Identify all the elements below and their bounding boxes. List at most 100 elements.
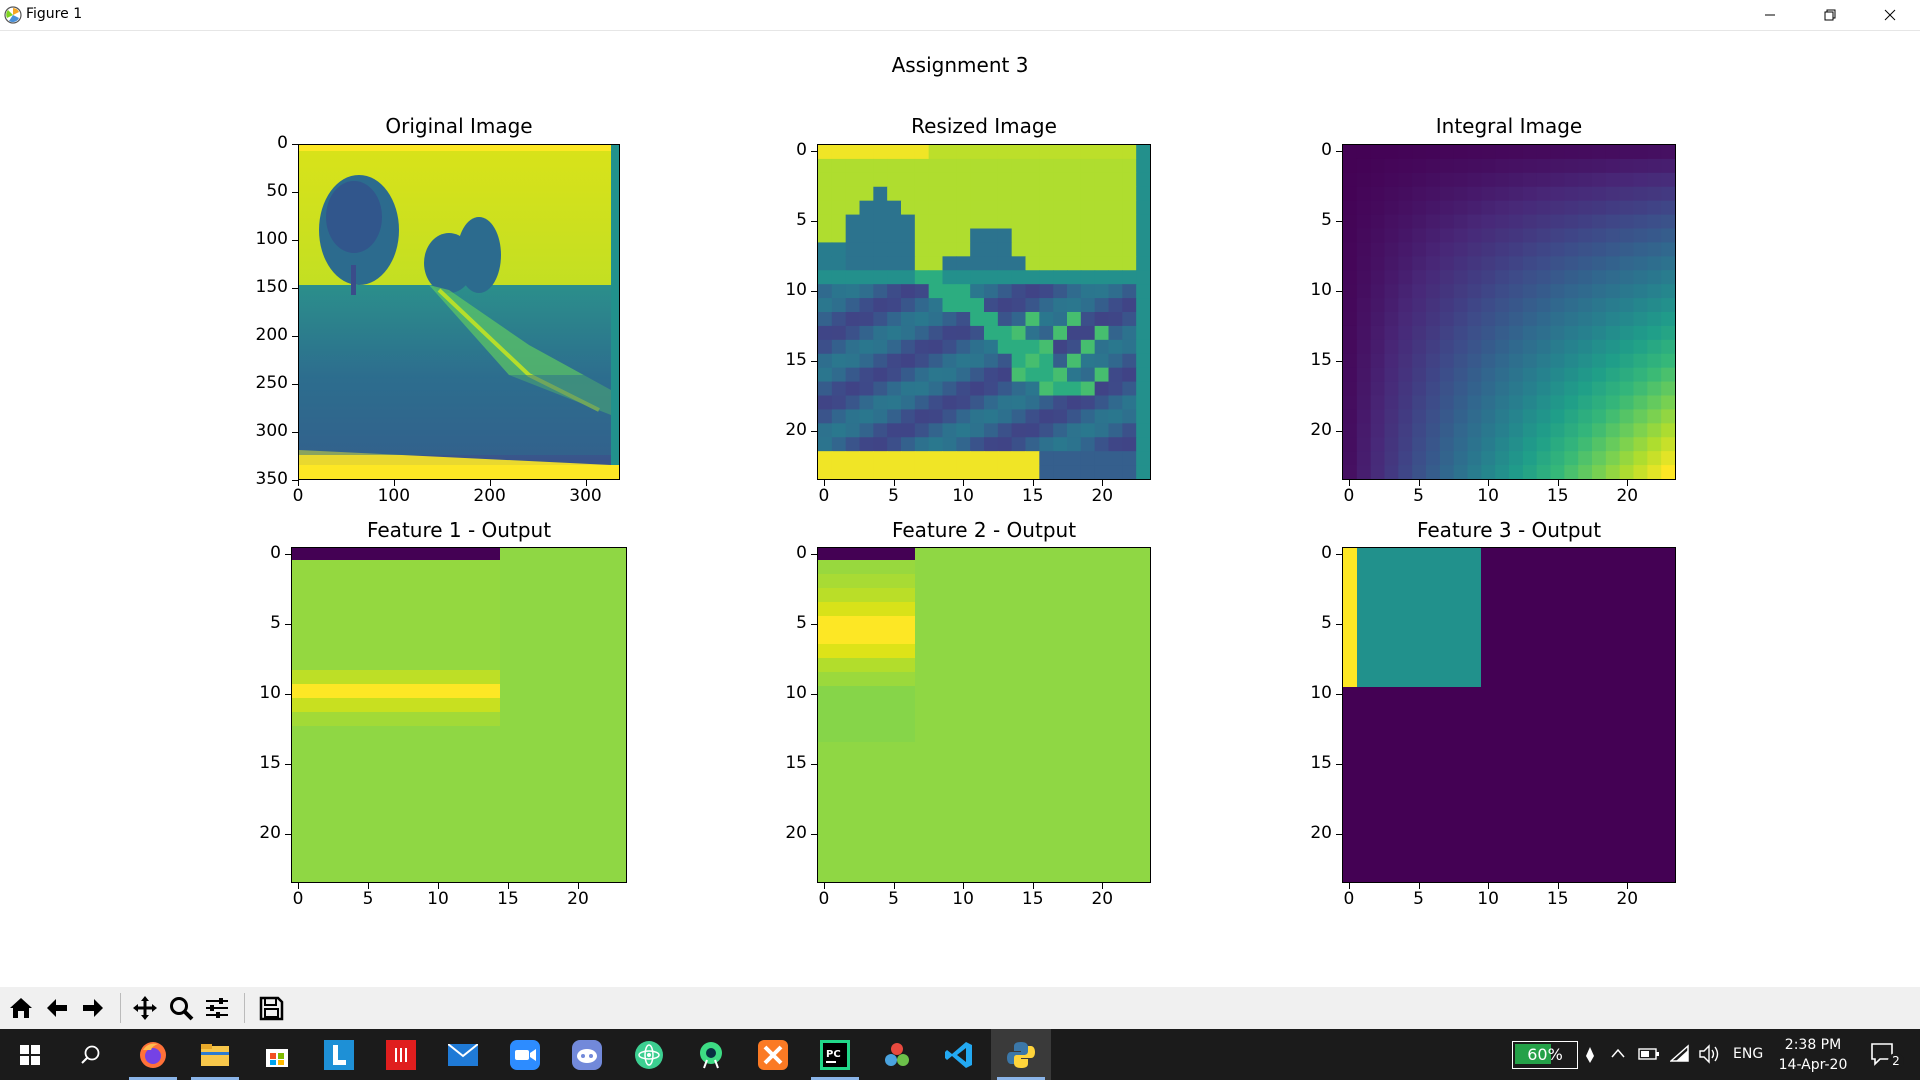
window-titlebar: Figure 1: [0, 0, 1920, 31]
taskbar-firefox[interactable]: [123, 1029, 183, 1080]
heatmap-cell: [1509, 172, 1524, 188]
heatmap-cell: [831, 409, 847, 424]
battery-icon[interactable]: [1638, 1046, 1660, 1062]
heatmap-cell: [1550, 158, 1565, 174]
panel-title-feature3: Feature 3 - Output: [1416, 518, 1602, 542]
heatmap-cell: [956, 353, 971, 369]
x-tick-mark: [1348, 480, 1350, 486]
start-button[interactable]: [0, 1029, 60, 1080]
heatmap-cell: [984, 200, 999, 216]
figure-canvas[interactable]: Assignment 3 Original Image: [0, 31, 1920, 987]
taskbar-pycharm[interactable]: PC: [805, 1029, 865, 1080]
x-tick-mark: [1102, 883, 1104, 889]
language-indicator[interactable]: ENG: [1733, 1046, 1764, 1062]
heatmap-cell: [1578, 186, 1593, 202]
heatmap-cell: [970, 242, 985, 257]
search-button[interactable]: [60, 1029, 120, 1080]
heatmap-cell: [1384, 158, 1399, 174]
heatmap-cell: [818, 214, 833, 229]
taskbar-l-app[interactable]: [309, 1029, 369, 1080]
clock[interactable]: 2:38 PM 14-Apr-20: [1768, 1035, 1858, 1075]
volume-icon[interactable]: [1698, 1044, 1722, 1064]
heatmap-cell: [1122, 200, 1137, 216]
heatmap-cell: [1619, 312, 1634, 327]
y-tick-mark: [1336, 554, 1342, 555]
x-tick-mark: [1418, 883, 1420, 889]
battery-indicator[interactable]: 60%: [1512, 1041, 1578, 1069]
heatmap-cell: [887, 395, 902, 410]
heatmap-cell: [831, 298, 847, 313]
forward-button[interactable]: [76, 991, 110, 1025]
heatmap-cell: [997, 423, 1013, 438]
heatmap-cell: [1053, 145, 1068, 160]
heatmap-cell: [956, 200, 971, 216]
heatmap-cell: [942, 367, 957, 383]
heatmap-cell: [1495, 214, 1510, 229]
heatmap-cell: [1412, 200, 1427, 216]
pen-icon[interactable]: [1584, 1046, 1596, 1064]
heatmap-cell: [1398, 451, 1413, 466]
y-tick-mark: [811, 764, 817, 765]
heatmap-cell: [942, 339, 957, 355]
taskbar-discord[interactable]: [557, 1029, 617, 1080]
panel-title-integral: Integral Image: [1435, 114, 1583, 138]
minimize-button[interactable]: [1740, 0, 1800, 30]
heatmap-cell: [1578, 339, 1593, 355]
heatmap-cell: [1661, 228, 1675, 243]
heatmap-cell: [845, 312, 860, 327]
heatmap-cell: [859, 381, 874, 396]
taskbar-python-figure[interactable]: [991, 1029, 1051, 1080]
taskbar-red-app[interactable]: [371, 1029, 431, 1080]
wifi-icon[interactable]: [1670, 1044, 1692, 1064]
heatmap-cell: [1136, 228, 1150, 243]
taskbar-file-explorer[interactable]: [185, 1029, 245, 1080]
heatmap-cell: [942, 228, 957, 243]
heatmap-cell: [1495, 145, 1510, 160]
heatmap-cell: [1633, 214, 1648, 229]
taskbar-davinci[interactable]: [867, 1029, 927, 1080]
heatmap-cell: [887, 367, 902, 383]
taskbar-zoom[interactable]: [495, 1029, 555, 1080]
taskbar-store[interactable]: [247, 1029, 307, 1080]
red-app-icon: [386, 1039, 416, 1070]
chevron-up-icon[interactable]: [1610, 1047, 1626, 1059]
taskbar-atom[interactable]: [619, 1029, 679, 1080]
heatmap-cell: [1080, 395, 1096, 410]
configure-subplots-button[interactable]: [200, 991, 234, 1025]
heatmap-cell: [831, 367, 847, 383]
heatmap-cell: [1536, 242, 1551, 257]
taskbar-xampp[interactable]: [743, 1029, 803, 1080]
heatmap-cell: [1453, 451, 1468, 466]
heatmap-cell: [901, 284, 916, 299]
taskbar-android-studio[interactable]: [681, 1029, 741, 1080]
heatmap-cell: [859, 298, 874, 313]
heatmap-cell: [1481, 242, 1496, 257]
integral-image-heatmap: [1343, 145, 1675, 479]
heatmap-cell: [1356, 228, 1372, 243]
home-button[interactable]: [4, 991, 38, 1025]
back-button[interactable]: [40, 991, 74, 1025]
heatmap-cell: [1453, 353, 1468, 369]
save-button[interactable]: [254, 991, 288, 1025]
notifications-button[interactable]: 2: [1862, 1037, 1912, 1073]
taskbar-vscode[interactable]: [929, 1029, 989, 1080]
panel-title-feature1: Feature 1 - Output: [366, 518, 552, 542]
zoom-button[interactable]: [164, 991, 198, 1025]
close-button[interactable]: [1860, 0, 1920, 30]
heatmap-cell: [1011, 284, 1026, 299]
heatmap-cell: [1619, 353, 1634, 369]
heatmap-cell: [1605, 200, 1621, 216]
heatmap-cell: [1439, 270, 1455, 285]
heatmap-cell: [1453, 423, 1468, 438]
heatmap-cell: [1439, 145, 1455, 160]
heatmap-cell: [1619, 158, 1634, 174]
heatmap-cell: [1412, 186, 1427, 202]
heatmap-cell: [1370, 256, 1385, 271]
taskbar-mail[interactable]: [433, 1029, 493, 1080]
pan-button[interactable]: [128, 991, 162, 1025]
heatmap-cell: [1633, 367, 1648, 383]
heatmap-cell: [984, 465, 999, 479]
heatmap-cell: [1522, 409, 1538, 424]
maximize-button[interactable]: [1800, 0, 1860, 30]
heatmap-cell: [1592, 367, 1607, 383]
